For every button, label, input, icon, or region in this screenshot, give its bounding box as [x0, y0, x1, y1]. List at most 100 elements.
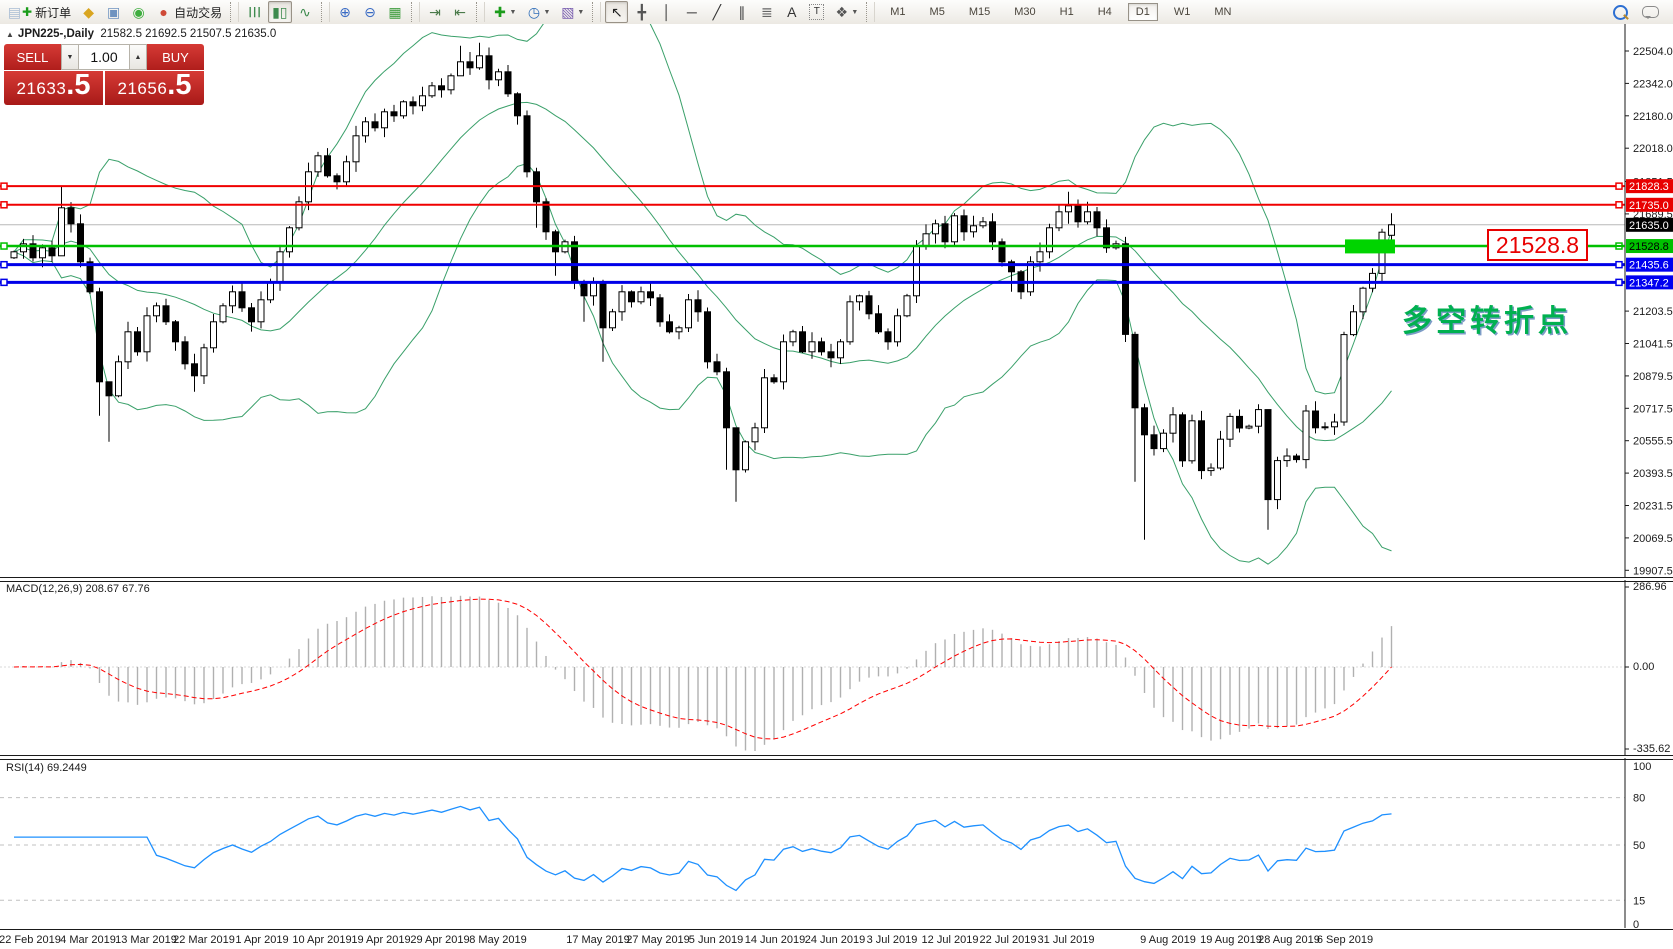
timeframe-d1[interactable]: D1	[1127, 3, 1158, 21]
fibonacci-icon[interactable]: ≣	[755, 1, 778, 23]
line-handle-left[interactable]	[0, 201, 8, 209]
search-icon[interactable]	[1613, 4, 1628, 20]
time-axis[interactable]: 22 Feb 2019 4 Mar 2019 13 Mar 2019 22 Mar 2…	[0, 929, 1673, 949]
autotrading-button-label: 自动交易	[174, 5, 223, 20]
line-handle-right[interactable]	[1615, 182, 1623, 190]
toolbar-separator	[230, 2, 240, 22]
chevron-down-icon[interactable]: ▼	[509, 8, 517, 16]
date-tick-label: 28 Aug 2019	[1258, 934, 1320, 946]
candlestick-chart-icon[interactable]: ▮▯	[268, 1, 292, 23]
candle-body	[1188, 420, 1196, 462]
zoom-out-icon[interactable]: ⊖	[359, 1, 382, 23]
chevron-down-icon[interactable]: ▼	[543, 8, 551, 16]
timeframe-mn[interactable]: MN	[1214, 6, 1232, 18]
macd-indicator-panel[interactable]: 286.96 0.00 -335.62	[0, 580, 1673, 755]
line-handle-right[interactable]	[1615, 278, 1623, 287]
main-toolbar: ▤ ✚ 新订单 ◆ ▣ ◉ ● 自动交易 ☰ ▮▯ ∿ ⊕ ⊖ ▦ ⇥ ⇤ ✚ ▼ ◷ ▼ ▧ ▼ ↖ ╋ │ ─ ╱ ∥ ≣ A T ❖ ▼ M…	[0, 0, 1673, 25]
trendline-icon[interactable]: ╱	[705, 1, 728, 23]
highlight-zone-rect[interactable]	[1345, 239, 1395, 254]
panel-splitter-rsi[interactable]	[0, 755, 1673, 760]
chevron-down-icon[interactable]: ▼	[577, 8, 585, 16]
horizontal-line-icon[interactable]: ─	[680, 1, 703, 23]
vertical-line-icon: │	[662, 4, 672, 20]
candle-body	[542, 201, 550, 233]
date-tick-label: 19 Aug 2019	[1200, 934, 1262, 946]
volume-decrease-button[interactable]: ▼	[61, 44, 79, 70]
toolbar-separator	[320, 2, 330, 22]
timeframe-w1[interactable]: W1	[1173, 6, 1191, 18]
auto-scroll-icon[interactable]: ⇥	[424, 1, 447, 23]
candle-body	[865, 295, 873, 315]
candle-body	[1312, 410, 1319, 429]
candle-body	[1255, 409, 1262, 427]
candle-body	[599, 281, 607, 329]
candle-body	[1302, 410, 1310, 461]
market-watch-icon[interactable]: ◆	[77, 1, 100, 23]
zoom-in-icon[interactable]: ⊕	[334, 1, 357, 23]
candle-body	[438, 85, 445, 91]
price-tag-label: 21828.3	[1629, 181, 1669, 193]
indicators-icon[interactable]: ✚ ▼	[489, 1, 521, 23]
toolbar-separator	[410, 2, 420, 22]
buy-price-button[interactable]: 21656.5	[105, 71, 204, 105]
line-handle-left[interactable]	[0, 278, 8, 287]
timeframe-h4[interactable]: H4	[1097, 6, 1112, 18]
timeframe-m30[interactable]: M30	[1014, 6, 1036, 18]
signal-icon[interactable]: ◉	[127, 1, 150, 23]
buy-button[interactable]: BUY	[147, 44, 204, 70]
toolbar-group: ⊕ ⊖ ▦	[331, 0, 410, 24]
label-icon[interactable]: T	[805, 1, 828, 23]
new-order-glyph: ▤	[7, 4, 22, 20]
candle-body	[998, 241, 1006, 263]
timeframe-h1[interactable]: H1	[1059, 6, 1074, 18]
price-annotation-box[interactable]: 21528.8	[1487, 229, 1588, 261]
timeframe-m5[interactable]: M5	[929, 6, 945, 18]
line-handle-left[interactable]	[0, 242, 8, 250]
volume-increase-button[interactable]: ▲	[129, 44, 147, 70]
text-icon[interactable]: A	[780, 1, 803, 23]
crosshair-icon[interactable]: ╋	[630, 1, 653, 23]
tile-windows-icon: ▦	[388, 4, 402, 20]
candle-body	[827, 351, 835, 359]
sell-button[interactable]: SELL	[4, 44, 61, 70]
bar-chart-icon[interactable]: ☰	[243, 1, 266, 23]
candle-body	[1388, 224, 1395, 236]
tile-windows-icon[interactable]: ▦	[384, 1, 407, 23]
rsi-axis-label: 0	[1633, 919, 1639, 928]
timeframe-m15[interactable]: M15	[968, 6, 991, 18]
panel-splitter-macd[interactable]	[0, 577, 1673, 582]
shapes-icon[interactable]: ❖ ▼	[830, 1, 862, 23]
line-handle-right[interactable]	[1615, 260, 1623, 269]
candle-body	[400, 101, 407, 117]
sell-price-button[interactable]: 21633.5	[4, 71, 103, 105]
periods-icon[interactable]: ◷ ▼	[522, 1, 554, 23]
chevron-down-icon[interactable]: ▼	[851, 8, 859, 16]
line-chart-icon[interactable]: ∿	[294, 1, 317, 23]
chart-shift-icon[interactable]: ⇤	[449, 1, 472, 23]
price-tag	[1626, 275, 1673, 290]
cursor-icon[interactable]: ↖	[605, 1, 629, 23]
chat-icon[interactable]	[1642, 6, 1659, 19]
candle-body	[333, 175, 341, 183]
chart-window[interactable]: ▲ JPN225-,Daily 21582.5 21692.5 21507.5 2…	[0, 24, 1673, 949]
timeframe-m1[interactable]: M1	[890, 6, 906, 18]
autotrading-button[interactable]: ● 自动交易	[152, 1, 226, 23]
rsi-indicator-panel[interactable]: 100 80 50 15 0	[0, 758, 1673, 928]
line-handle-left[interactable]	[0, 182, 8, 190]
candle-body	[647, 291, 654, 299]
volume-input[interactable]: 1.00	[79, 44, 129, 70]
price-tag-label: 21735.0	[1629, 200, 1669, 212]
terminal-icon[interactable]: ▣	[102, 1, 125, 23]
turning-point-note[interactable]: 多空转折点	[1402, 305, 1572, 338]
candle-body	[846, 301, 854, 343]
vertical-line-icon[interactable]: │	[655, 1, 678, 23]
price-tag-label: 21528.8	[1629, 241, 1669, 253]
line-handle-left[interactable]	[0, 260, 8, 269]
templates-icon[interactable]: ▧ ▼	[556, 1, 588, 23]
main-price-chart[interactable]: 22504.022342.022180.022018.021851.521689…	[0, 24, 1673, 577]
new-order-button[interactable]: ▤ ✚ 新订单	[3, 1, 75, 23]
line-handle-right[interactable]	[1615, 201, 1623, 209]
collapse-triangle-icon[interactable]: ▲	[6, 30, 14, 39]
channel-icon[interactable]: ∥	[730, 1, 753, 23]
